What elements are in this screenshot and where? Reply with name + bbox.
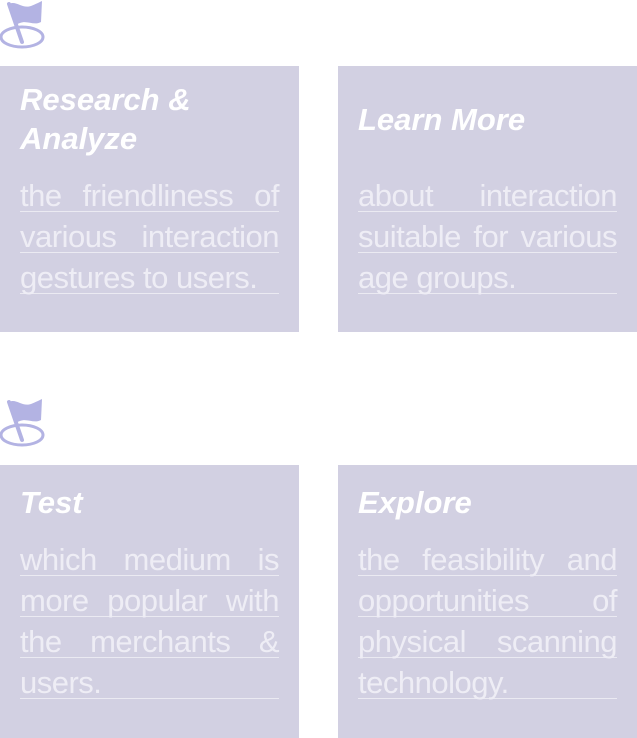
card-body: the friendliness of various interaction …: [20, 175, 280, 298]
goal-card-learn-more: Learn More about interaction suitable fo…: [338, 66, 637, 332]
goal-card-explore: Explore the feasibility and opportunitie…: [338, 465, 637, 738]
flag-marker-icon: [0, 398, 46, 448]
goal-card-research: Research & Analyze the friendliness of v…: [0, 66, 299, 332]
card-title: Explore: [358, 485, 472, 520]
flag-marker-icon: [0, 0, 46, 50]
card-title: Research & Analyze: [20, 82, 191, 156]
card-body: which medium is more popular with the me…: [20, 539, 280, 703]
card-title: Test: [20, 485, 83, 520]
card-body: the feasibility and opportunities of phy…: [358, 539, 618, 703]
goal-card-test: Test which medium is more popular with t…: [0, 465, 299, 738]
card-body: about interaction suitable for various a…: [358, 175, 618, 298]
card-title: Learn More: [358, 102, 526, 137]
